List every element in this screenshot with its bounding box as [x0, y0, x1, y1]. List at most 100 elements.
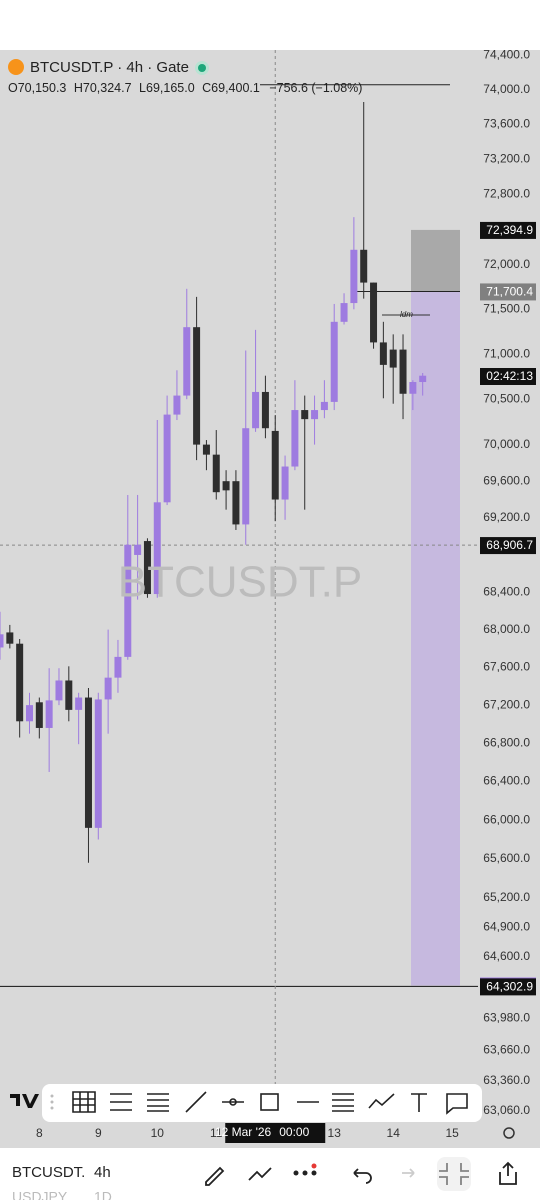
undo-icon[interactable]: [353, 1168, 372, 1184]
candle-body: [45, 700, 53, 728]
candle-body: [84, 697, 92, 828]
price-badge: 71,700.4: [486, 285, 533, 299]
crosshair-date: 12 Mar '26: [215, 1125, 272, 1139]
pattern-tool[interactable]: [332, 1093, 354, 1112]
tv-logo-mark[interactable]: [10, 1094, 39, 1108]
y-tick-label: 64,600.0: [483, 949, 530, 963]
y-tick-label: 67,600.0: [483, 659, 530, 673]
candle-body: [291, 410, 299, 467]
candle-body: [153, 502, 161, 595]
x-tick-label: 13: [328, 1126, 342, 1140]
candle-body: [419, 375, 427, 383]
zone-purple: [411, 291, 460, 986]
x-tick-label: 9: [95, 1126, 102, 1140]
comment-tool[interactable]: [446, 1093, 468, 1115]
y-tick-label: 63,060.0: [483, 1103, 530, 1117]
x-tick-label: 15: [446, 1126, 460, 1140]
redo-icon[interactable]: [402, 1168, 415, 1178]
more-dot[interactable]: [302, 1170, 308, 1176]
crosshair-price-badge: 68,906.7: [486, 538, 533, 552]
watermark: BTCUSDT.P: [118, 558, 362, 607]
candle-body: [330, 321, 338, 402]
path-tool[interactable]: [368, 1093, 395, 1109]
y-tick-label: 74,400.0: [483, 48, 530, 62]
candle-body: [360, 249, 368, 283]
y-tick-label: 71,500.0: [483, 301, 530, 315]
lines-tool[interactable]: [147, 1093, 169, 1112]
candle-body: [212, 454, 220, 493]
legend-low: L69,165.0: [139, 81, 195, 95]
y-tick-label: 73,600.0: [483, 117, 530, 131]
candle-body: [409, 382, 417, 394]
candle-body: [202, 444, 210, 455]
candle-body: [222, 481, 230, 491]
more-dot[interactable]: [311, 1170, 317, 1176]
rect-tool[interactable]: [260, 1093, 279, 1111]
y-tick-label: 73,200.0: [483, 152, 530, 166]
candle-body: [350, 249, 358, 304]
pen-icon[interactable]: [205, 1166, 225, 1186]
candle-body: [124, 544, 132, 657]
bottom-interval-2[interactable]: 1D: [94, 1189, 112, 1200]
more-dot[interactable]: [293, 1170, 299, 1176]
candle-body: [25, 705, 33, 722]
coin-icon: [8, 59, 24, 75]
drawing-toolbar: ⁠: [10, 1084, 482, 1122]
y-tick-label: 69,200.0: [483, 510, 530, 524]
candle-body: [104, 677, 112, 700]
x-tick-label: 10: [151, 1126, 165, 1140]
crosshair-time-badge: [225, 1123, 326, 1143]
plot-area: 74,400.0 74,000.0 73,600.0 73,200.0 72,800.0…: [0, 48, 540, 1148]
trendline-tool[interactable]: [185, 1091, 207, 1113]
candle-body: [252, 391, 260, 429]
candle-body: [6, 632, 14, 644]
x-tick-label: 14: [387, 1126, 401, 1140]
candle-body: [399, 349, 407, 394]
candle-body: [193, 327, 201, 445]
fib-tool[interactable]: [110, 1093, 132, 1111]
text-tool[interactable]: [411, 1093, 427, 1112]
candle-body: [271, 430, 279, 500]
candle-body: [65, 680, 73, 710]
price-badge: 64,302.9: [486, 980, 533, 994]
candle-body: [311, 410, 319, 420]
candle-body: [370, 282, 378, 343]
candle-body: [232, 481, 240, 525]
y-tick-label: 63,660.0: [483, 1043, 530, 1057]
candle-body: [242, 428, 250, 525]
y-tick-label: 67,200.0: [483, 697, 530, 711]
candle-body: [16, 643, 24, 722]
crosshair-time: 00:00: [279, 1125, 309, 1139]
status-bar: [0, 0, 540, 50]
y-tick-label: 63,980.0: [483, 1011, 530, 1025]
tools-icon[interactable]: [248, 1167, 272, 1181]
y-tick-label: 63,360.0: [483, 1073, 530, 1087]
candle-body: [340, 303, 348, 322]
symbol-header[interactable]: BTCUSDT.P · 4h · Gate: [30, 59, 189, 76]
annotation: ldm: [400, 310, 413, 319]
candle-body: [320, 401, 328, 411]
settings-icon[interactable]: [503, 1127, 515, 1139]
hline-handle[interactable]: [229, 1098, 237, 1106]
legend-close: C69,400.1: [202, 81, 260, 95]
y-tick-label: 68,000.0: [483, 622, 530, 636]
y-tick-label: 65,200.0: [483, 890, 530, 904]
status-dot: [198, 64, 206, 72]
grid-tool[interactable]: [72, 1091, 96, 1113]
share-icon[interactable]: [499, 1161, 517, 1185]
y-tick-label: 68,400.0: [483, 584, 530, 598]
x-tick-label: 11: [210, 1126, 223, 1140]
candle-body: [163, 414, 171, 503]
y-tick-label: 70,000.0: [483, 437, 530, 451]
bottom-symbol-2[interactable]: USDJPY: [12, 1189, 68, 1200]
bottom-symbol[interactable]: BTCUSDT.: [12, 1164, 85, 1181]
crosshair-price-badge-bg: [480, 537, 536, 555]
price-badge-bg: [480, 978, 536, 996]
candle-body: [134, 544, 142, 555]
y-tick-label: 70,500.0: [483, 391, 530, 405]
candle-body: [301, 410, 309, 420]
collapse-highlight: [437, 1157, 471, 1191]
candle-body: [183, 327, 191, 396]
candle-body: [55, 680, 63, 701]
bottom-interval[interactable]: 4h: [94, 1164, 111, 1181]
